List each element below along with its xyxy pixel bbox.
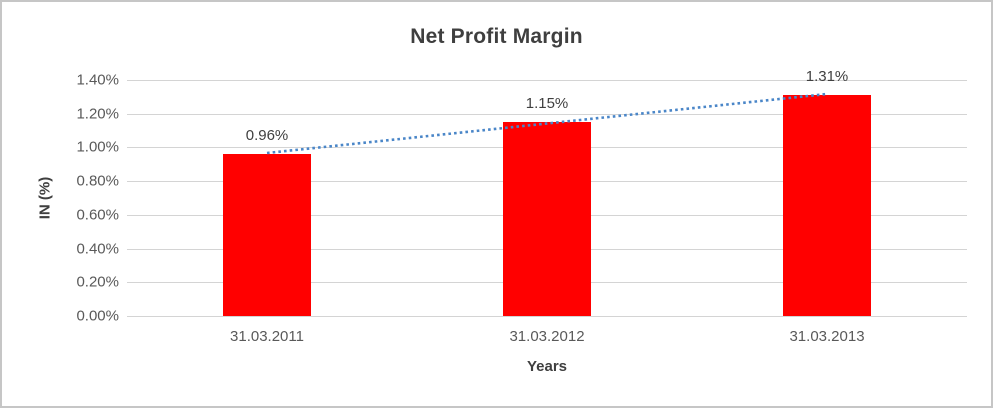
y-tick-label: 0.80% <box>76 172 119 190</box>
y-tick-label: 1.00% <box>76 138 119 156</box>
x-tick-label: 31.03.2011 <box>230 328 304 345</box>
x-tick-label: 31.03.2013 <box>789 328 865 345</box>
bar <box>503 122 591 316</box>
y-tick-label: 0.40% <box>76 240 119 258</box>
chart-title: Net Profit Margin <box>410 25 583 48</box>
bar <box>783 95 871 316</box>
y-tick-label: 0.60% <box>76 206 119 224</box>
gridline <box>127 316 967 317</box>
gridline <box>127 80 967 81</box>
x-axis-title: Years <box>526 358 568 375</box>
bar-data-label: 0.96% <box>245 127 289 145</box>
y-tick-label: 0.20% <box>76 273 119 291</box>
bar <box>223 154 311 316</box>
y-tick-label: 1.40% <box>76 71 119 89</box>
y-tick-label: 0.00% <box>76 307 119 325</box>
y-tick-label: 1.20% <box>76 105 119 123</box>
bar-data-label: 1.15% <box>525 95 569 113</box>
x-tick-label: 31.03.2012 <box>509 328 585 345</box>
bar-data-label: 1.31% <box>805 68 849 86</box>
